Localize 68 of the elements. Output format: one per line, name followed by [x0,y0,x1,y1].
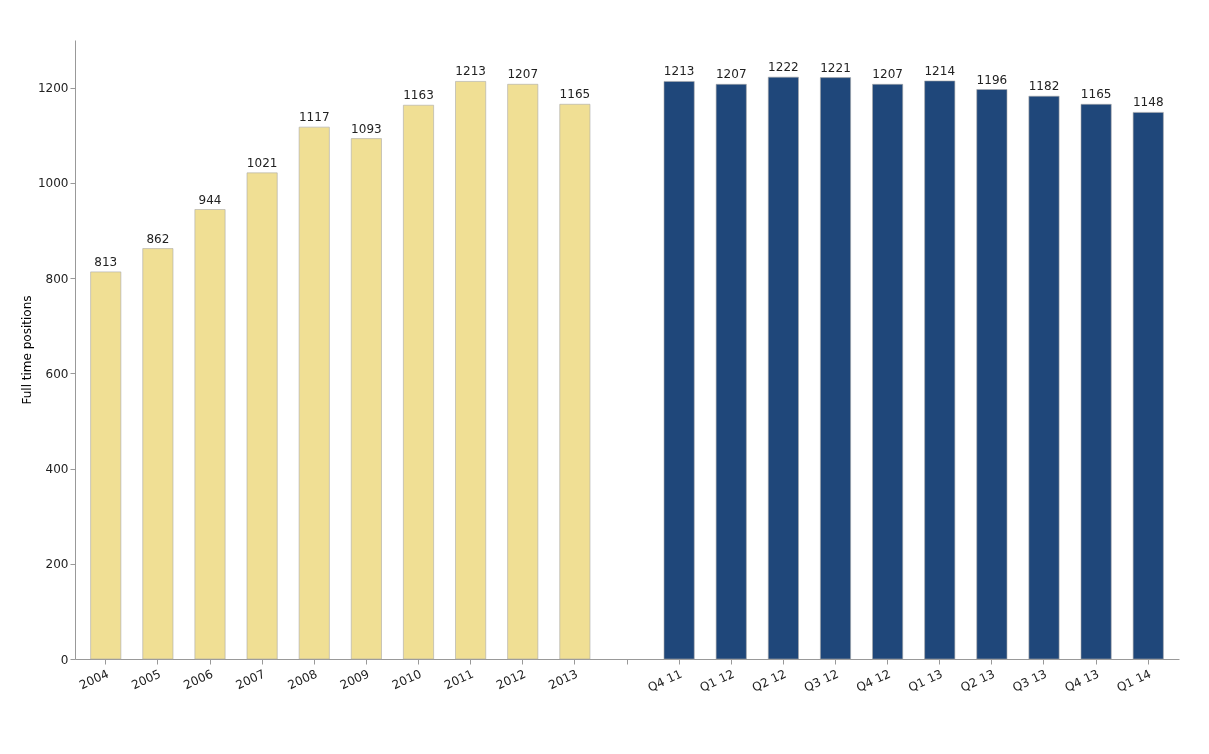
x-tick-label: Q2 13 [958,666,997,695]
bar [298,126,330,660]
y-tick-label: 600 [45,366,69,381]
bar [90,271,122,660]
x-tick-label: 2012 [494,666,528,693]
x-tick-label: 2010 [389,666,424,693]
data-label: 1196 [976,72,1008,87]
bar [924,80,956,660]
bar [350,138,382,660]
x-tick-label: 2007 [233,666,268,693]
x-tick-label: 2011 [442,666,476,693]
data-label: 1213 [455,64,486,79]
bar [767,76,799,660]
y-tick-label: 200 [45,557,69,572]
y-tick-label: 0 [60,652,69,667]
x-tick-label: Q4 12 [854,666,893,695]
x-tick-label: 2008 [285,666,320,693]
data-label: 1221 [820,60,851,75]
bar [1132,112,1164,660]
data-label: 1182 [1028,79,1060,94]
bar [976,89,1008,660]
y-tick-label: 1000 [37,176,69,191]
x-tick-label: Q4 13 [1062,666,1102,695]
x-tick-label: 2004 [77,666,111,693]
data-label: 944 [198,192,222,207]
data-label: 1021 [246,155,278,170]
data-label: 1207 [507,67,539,82]
y-tick-label: 400 [45,462,69,477]
data-label: 1163 [403,88,434,103]
bar [820,77,851,660]
bar [403,104,434,660]
data-label: 1207 [872,67,903,82]
bar [455,81,487,660]
data-label: 862 [146,231,170,246]
x-tick-label: Q1 13 [906,666,945,695]
x-tick-label: 2005 [129,666,163,693]
bar [715,83,747,660]
y-tick-label: 1200 [37,81,69,96]
data-label: 813 [94,254,118,269]
bar [872,83,904,660]
x-tick-label: 2006 [181,666,216,693]
bar [663,81,695,660]
bar [1028,95,1060,660]
data-label: 1165 [559,87,591,102]
y-axis-title: Full time positions [19,295,34,405]
bar [559,103,591,660]
x-tick-label: Q4 11 [645,666,685,695]
bar [246,172,278,660]
x-tick-label: Q3 13 [1010,666,1050,695]
data-label: 1117 [298,110,330,125]
x-tick-label: Q1 12 [697,666,737,695]
bar [507,83,539,660]
x-tick-label: Q2 12 [749,666,789,695]
data-label: 1213 [663,64,695,79]
data-label: 1148 [1132,95,1164,110]
data-label: 1214 [924,63,956,78]
y-tick-label: 800 [45,271,69,286]
data-label: 1222 [768,60,799,75]
bar [194,209,226,660]
x-tick-label: Q3 12 [801,666,841,695]
data-label: 1093 [351,121,382,136]
bar [1080,103,1112,660]
data-label: 1207 [715,67,747,82]
bar [142,248,174,660]
data-label: 1165 [1080,87,1112,102]
x-tick-label: 2009 [337,666,372,693]
x-tick-label: Q1 14 [1114,666,1154,695]
x-tick-label: 2013 [546,666,580,693]
